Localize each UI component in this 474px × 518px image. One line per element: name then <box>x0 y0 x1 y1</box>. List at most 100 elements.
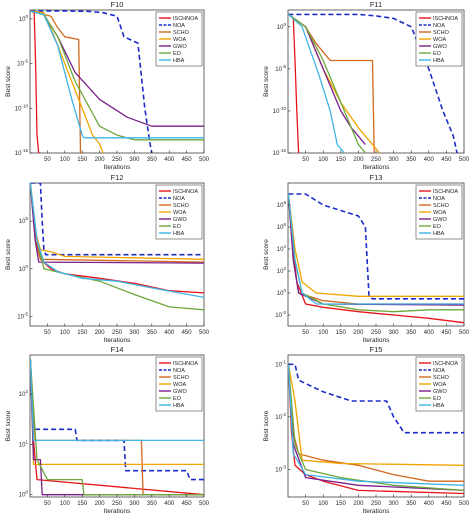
x-tick-label: 200 <box>95 501 106 507</box>
chart-panel-f15: 50 100 150 200 250 300 350 400 450 500 10-1 10-2 10-… <box>263 345 470 515</box>
x-axis-label: Iterations <box>104 337 131 344</box>
legend-label-ischnoa: ISCHNOA <box>433 16 458 22</box>
legend-label-woa: WOA <box>433 37 446 43</box>
legend-label-gwo: GWO <box>173 389 187 395</box>
y-tick-label: 10-10 <box>15 103 29 112</box>
legend-label-scho: SCHO <box>173 203 190 209</box>
x-tick-label: 200 <box>353 330 364 336</box>
legend-label-scho: SCHO <box>433 30 450 36</box>
legend-label-hba: HBA <box>433 231 445 237</box>
y-tick-label: 10-5 <box>275 64 286 73</box>
chart-title: F10 <box>111 0 124 9</box>
y-axis-label: Best score <box>5 66 12 97</box>
y-tick-label: 102 <box>277 266 287 275</box>
series-group <box>288 13 458 153</box>
x-tick-label: 300 <box>129 157 140 163</box>
x-tick-label: 400 <box>424 330 435 336</box>
legend-label-hba: HBA <box>173 58 185 64</box>
series-line-hba <box>30 358 204 442</box>
legend-label-scho: SCHO <box>173 30 190 36</box>
x-tick-label: 50 <box>302 501 309 507</box>
x-tick-label: 450 <box>441 501 452 507</box>
x-axis-label: Iterations <box>363 508 390 513</box>
legend-label-noa: NOA <box>173 368 185 374</box>
legend-label-scho: SCHO <box>433 203 450 209</box>
legend-label-gwo: GWO <box>433 389 447 395</box>
plot-area <box>29 354 205 498</box>
legend-label-hba: HBA <box>173 231 185 237</box>
x-tick-label: 450 <box>182 501 193 507</box>
chart-title: F13 <box>370 173 383 182</box>
x-tick-label: 450 <box>441 157 452 163</box>
x-axis-label: Iterations <box>104 508 131 513</box>
y-tick-label: 10-15 <box>273 148 287 157</box>
legend-label-gwo: GWO <box>433 44 447 50</box>
y-tick-label: 10-10 <box>273 106 287 115</box>
series-line-eo <box>30 358 204 496</box>
x-tick-label: 450 <box>182 157 193 163</box>
x-tick-label: 300 <box>389 330 400 336</box>
series-line-hba <box>288 364 464 486</box>
series-line-eo <box>288 13 366 153</box>
chart-panel-f11: 50 100 150 200 250 300 350 400 450 500 100 10-5 10-1… <box>263 0 470 171</box>
series-line-woa <box>288 193 464 297</box>
x-axis-label: Iterations <box>363 337 390 344</box>
x-tick-label: 100 <box>60 330 71 336</box>
y-axis-label: Best score <box>263 410 270 441</box>
legend-label-hba: HBA <box>433 58 445 64</box>
x-tick-label: 150 <box>77 330 88 336</box>
chart-panel-f14: 50 100 150 200 250 300 350 400 450 500 102 101 100 F1… <box>5 345 210 515</box>
x-tick-label: 100 <box>318 157 329 163</box>
x-tick-label: 350 <box>147 501 158 507</box>
x-tick-label: 350 <box>406 501 417 507</box>
x-tick-label: 350 <box>406 157 417 163</box>
legend-label-ischnoa: ISCHNOA <box>433 361 458 367</box>
x-tick-label: 400 <box>424 501 435 507</box>
legend-label-scho: SCHO <box>173 375 190 381</box>
y-tick-label: 102 <box>19 389 29 398</box>
y-tick-label: 10-5 <box>17 311 28 320</box>
series-line-noa <box>30 10 153 153</box>
x-tick-label: 50 <box>44 501 51 507</box>
y-tick-label: 100 <box>19 490 29 499</box>
y-tick-label: 100 <box>19 14 29 23</box>
legend-label-eo: EO <box>433 51 442 57</box>
x-tick-label: 400 <box>164 501 175 507</box>
series-line-noa <box>30 183 204 256</box>
y-tick-label: 100 <box>277 288 287 297</box>
legend-label-scho: SCHO <box>433 375 450 381</box>
legend-label-ischnoa: ISCHNOA <box>433 189 458 195</box>
x-tick-label: 500 <box>199 501 210 507</box>
legend-label-hba: HBA <box>433 403 445 409</box>
legend-label-eo: EO <box>173 224 182 230</box>
x-tick-label: 200 <box>353 157 364 163</box>
legend-label-noa: NOA <box>433 368 445 374</box>
legend-label-noa: NOA <box>173 23 185 29</box>
series-line-noa <box>288 13 458 153</box>
series-group <box>288 193 464 324</box>
y-axis-label: Best score <box>5 239 12 270</box>
x-tick-label: 250 <box>112 330 123 336</box>
series-line-gwo <box>30 183 204 264</box>
x-axis-label: Iterations <box>363 164 390 171</box>
x-tick-label: 100 <box>318 330 329 336</box>
x-tick-label: 250 <box>371 501 382 507</box>
y-tick-label: 10-5 <box>17 59 28 68</box>
series-line-scho <box>30 10 83 153</box>
legend-label-noa: NOA <box>433 23 445 29</box>
x-tick-label: 250 <box>371 157 382 163</box>
series-line-noa <box>288 363 464 434</box>
x-tick-label: 500 <box>459 330 470 336</box>
legend-label-hba: HBA <box>173 403 185 409</box>
x-tick-label: 100 <box>60 501 71 507</box>
y-tick-label: 10-2 <box>275 310 286 319</box>
x-tick-label: 250 <box>371 330 382 336</box>
x-tick-label: 200 <box>353 501 364 507</box>
x-tick-label: 150 <box>336 157 347 163</box>
y-tick-label: 104 <box>277 244 287 253</box>
x-tick-label: 500 <box>199 330 210 336</box>
